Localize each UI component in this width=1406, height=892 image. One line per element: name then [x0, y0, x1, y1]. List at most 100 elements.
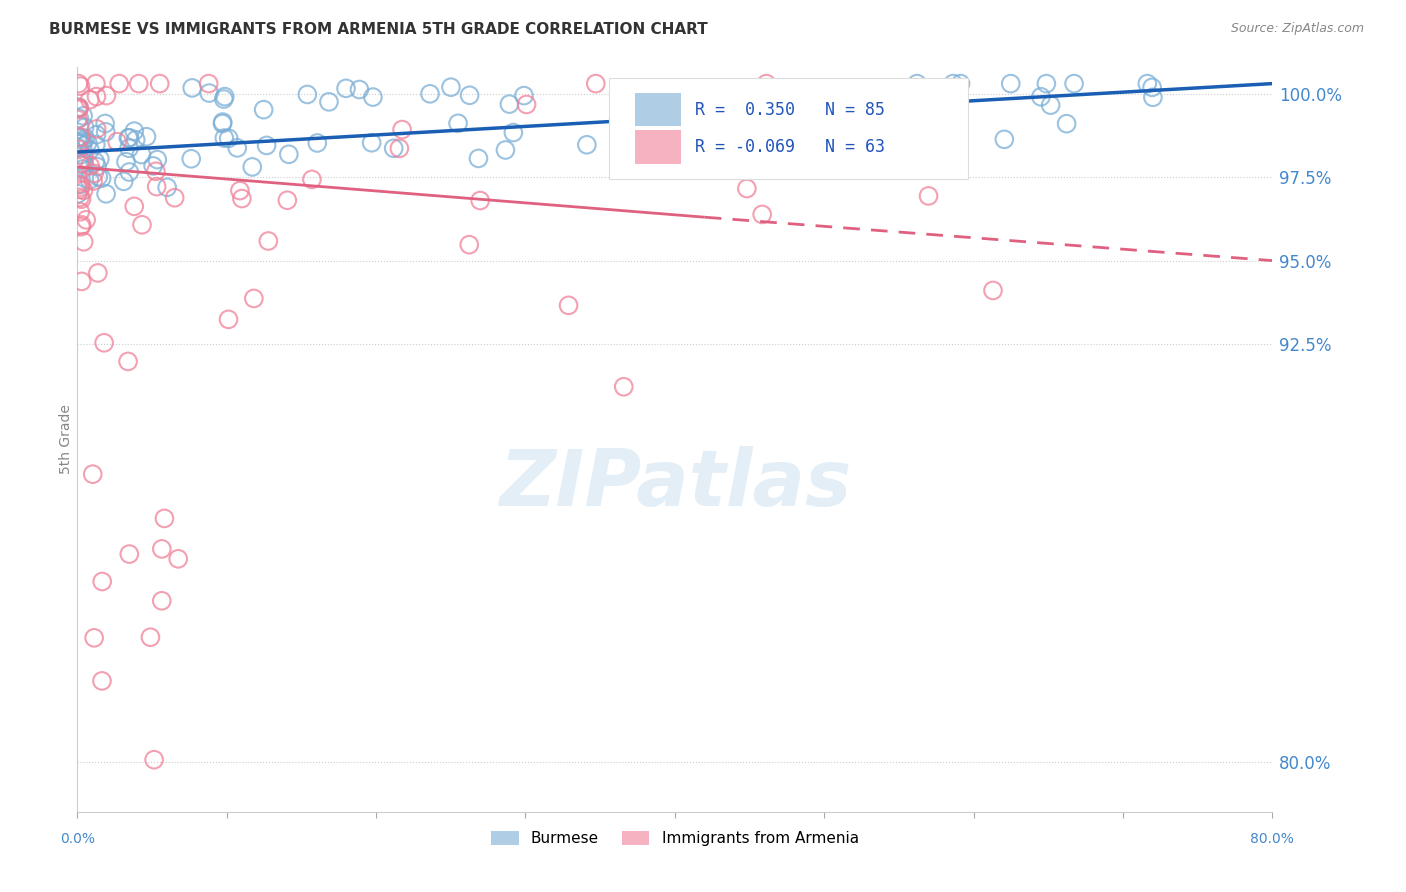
Point	[83, 166, 105, 180]
Point	[163, 191, 186, 205]
Point	[1029, 89, 1052, 103]
Point	[66, 130, 89, 145]
Point	[70, 192, 93, 206]
Point	[82, 174, 104, 188]
Point	[90, 171, 112, 186]
Point	[1142, 90, 1164, 104]
Point	[419, 87, 441, 101]
Point	[214, 89, 236, 103]
Point	[231, 192, 253, 206]
Point	[1136, 77, 1159, 91]
Point	[993, 132, 1015, 146]
Text: Source: ZipAtlas.com: Source: ZipAtlas.com	[1230, 22, 1364, 36]
Point	[69, 156, 91, 170]
Point	[361, 90, 384, 104]
Point	[145, 179, 167, 194]
Text: R =  0.350   N = 85: R = 0.350 N = 85	[695, 101, 886, 119]
Point	[72, 138, 94, 153]
Point	[297, 87, 319, 102]
Point	[108, 77, 131, 91]
Point	[118, 547, 141, 561]
Point	[142, 159, 165, 173]
Point	[447, 116, 470, 130]
Point	[67, 100, 90, 114]
Point	[73, 120, 96, 135]
FancyBboxPatch shape	[636, 93, 681, 127]
Point	[211, 116, 233, 130]
Point	[87, 266, 110, 280]
Point	[145, 164, 167, 178]
Point	[79, 143, 101, 157]
Point	[440, 80, 463, 95]
Point	[735, 181, 758, 195]
Point	[150, 541, 173, 556]
Point	[94, 125, 117, 139]
Point	[277, 147, 299, 161]
Point	[69, 180, 91, 194]
Point	[1000, 77, 1022, 91]
Point	[755, 77, 778, 91]
Point	[69, 182, 91, 196]
Point	[86, 128, 108, 142]
Point	[117, 354, 139, 368]
Point	[84, 155, 107, 169]
Point	[89, 152, 111, 166]
Point	[72, 134, 94, 148]
Point	[79, 159, 101, 173]
Point	[93, 335, 115, 350]
Text: 80.0%: 80.0%	[1250, 831, 1295, 846]
Point	[73, 151, 96, 165]
Point	[1035, 77, 1057, 91]
Point	[307, 136, 329, 150]
Point	[949, 77, 972, 91]
Point	[115, 154, 138, 169]
Point	[585, 77, 607, 91]
Point	[69, 158, 91, 172]
Point	[613, 380, 636, 394]
Point	[704, 138, 727, 153]
Point	[382, 141, 405, 155]
Point	[467, 152, 489, 166]
Text: BURMESE VS IMMIGRANTS FROM ARMENIA 5TH GRADE CORRELATION CHART: BURMESE VS IMMIGRANTS FROM ARMENIA 5TH G…	[49, 22, 709, 37]
Text: R = -0.069   N = 63: R = -0.069 N = 63	[695, 138, 886, 156]
Point	[73, 156, 96, 170]
Point	[82, 467, 104, 482]
Point	[153, 511, 176, 525]
Point	[70, 153, 93, 168]
Point	[391, 122, 413, 136]
Point	[388, 141, 411, 155]
Point	[318, 95, 340, 109]
Point	[128, 77, 150, 91]
Point	[765, 125, 787, 139]
Point	[69, 178, 91, 192]
Point	[70, 218, 93, 232]
Point	[218, 131, 240, 145]
Point	[256, 138, 278, 153]
Point	[212, 92, 235, 106]
Point	[575, 137, 598, 152]
Point	[125, 133, 148, 147]
Point	[67, 112, 90, 126]
Point	[253, 103, 276, 117]
Text: ZIPatlas: ZIPatlas	[499, 446, 851, 522]
Point	[94, 186, 117, 201]
Point	[69, 190, 91, 204]
Point	[69, 79, 91, 94]
Point	[73, 235, 96, 249]
FancyBboxPatch shape	[636, 130, 681, 164]
Point	[301, 172, 323, 186]
Point	[181, 81, 204, 95]
Point	[214, 131, 236, 145]
Point	[609, 81, 631, 95]
Point	[131, 218, 153, 232]
Point	[112, 174, 135, 188]
Point	[360, 136, 382, 150]
Point	[1063, 77, 1085, 91]
Point	[91, 574, 114, 589]
Point	[67, 77, 90, 91]
Point	[84, 77, 107, 91]
Point	[67, 103, 90, 117]
Point	[349, 82, 371, 96]
Point	[135, 129, 157, 144]
Point	[226, 141, 249, 155]
